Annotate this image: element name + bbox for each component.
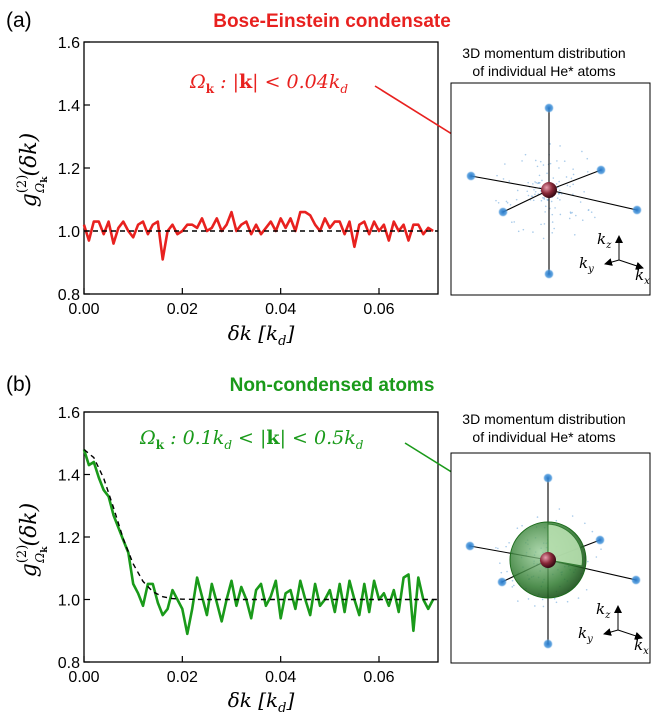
panel-a-scattered-halo-blob (596, 165, 606, 175)
panel-a-data-line (82, 210, 434, 261)
panel-b-label: (b) (6, 373, 32, 396)
panel-b: (b) Non-condensed atoms 0.81.01.21.41.60… (6, 373, 651, 713)
panel-a-xtick-label: 0.02 (167, 301, 198, 318)
panel-b-title: Non-condensed atoms (230, 375, 435, 396)
panel-b-ytick-label: 1.4 (58, 468, 80, 485)
panel-b-triad-label-kz: kz (596, 600, 611, 621)
panel-b-scattered-halo-blob (543, 639, 553, 649)
panel-b-scattered-halo-blob (497, 577, 507, 587)
panel-a-scattered-halo-blob (544, 103, 554, 113)
panel-b-ytick-label: 1.2 (58, 530, 80, 547)
panel-b-ylabel: g(2) Ωk(δk) (15, 503, 50, 577)
panel-b-fit-line (83, 448, 438, 601)
panel-b-ytick-label: 1.0 (58, 593, 80, 610)
panel-a-triad-label-ky: ky (579, 254, 594, 275)
panel-a-ytick-label: 1.6 (58, 35, 80, 52)
panel-a-scattered-halo-blob (544, 269, 554, 279)
panel-a-ytick-label: 1.0 (58, 224, 80, 241)
panel-b-inset: 3D momentum distribution of individual H… (450, 411, 651, 664)
panel-a-scattered-halo-blob (466, 171, 476, 181)
panel-b-data-line (82, 449, 435, 636)
panel-a-scattered-halo-blob (498, 207, 508, 217)
panel-b-xlabel: δk [kd] (228, 688, 295, 713)
panel-b-xtick-label: 0.00 (68, 669, 99, 686)
panel-a-inset-caption-2: of individual He* atoms (472, 63, 615, 79)
panel-b-scattered-halo-blob (631, 575, 641, 585)
panel-a-ylabel: g(2) Ωk(δk) (15, 133, 50, 207)
svg-text:g(2)Ωk(δk): g(2) Ωk(δk) (15, 503, 50, 577)
panel-a-scattered-halo-blob (632, 205, 642, 215)
panel-b-triad-label-kx: kx (634, 636, 649, 657)
panel-a-triad-label-kz: kz (597, 230, 612, 251)
panel-b-triad-label-ky: ky (578, 624, 593, 645)
panel-a-condensate-sphere (541, 182, 557, 198)
panel-b-inset-caption-2: of individual He* atoms (472, 429, 615, 445)
panel-a-xtick-label: 0.00 (68, 301, 99, 318)
panel-b-scattered-halo-blob (595, 535, 605, 545)
panel-a-chart: 0.8 1.0 1.2 1.4 1.6 0.00 0.02 0.04 0.06 (58, 35, 438, 318)
svg-text:g(2)Ωk(δk): g(2) Ωk(δk) (15, 133, 50, 207)
panel-a-title: Bose-Einstein condensate (213, 11, 451, 32)
panel-b-xtick-label: 0.02 (167, 669, 198, 686)
panel-a-xtick-label: 0.04 (265, 301, 296, 318)
panel-a-ytick-label: 1.4 (58, 98, 80, 115)
panel-a-inset: 3D momentum distribution of individual H… (450, 45, 651, 296)
panel-a-xlabel: δk [kd] (228, 321, 295, 349)
panel-a-label: (a) (6, 9, 32, 32)
panel-b-scattered-halo-blob (543, 473, 553, 483)
panel-b-scattered-halo-blob (465, 541, 475, 551)
panel-b-plot-frame (83, 411, 439, 663)
panel-b-annotation: Ωk : 0.1kd < |k| < 0.5kd (139, 427, 364, 452)
panel-a-triad-label-kx: kx (635, 266, 650, 287)
panel-b-xtick-label: 0.04 (265, 669, 296, 686)
panel-b-inset-caption-1: 3D momentum distribution (462, 411, 625, 427)
panel-b-ytick-label: 1.6 (58, 405, 80, 422)
panel-b-ytick-label: 0.8 (58, 655, 80, 672)
panel-a-annotation: Ωk : |k| < 0.04kd (189, 71, 348, 96)
panel-a-ytick-label: 1.2 (58, 161, 80, 178)
panel-a-ytick-label: 0.8 (58, 287, 80, 304)
panel-a-inset-caption-1: 3D momentum distribution (462, 45, 625, 61)
panel-b-condensate-sphere (540, 552, 556, 568)
panel-b-xtick-label: 0.06 (363, 669, 394, 686)
panel-a: (a) Bose-Einstein condensate 0.8 1.0 1.2 1.… (6, 9, 651, 349)
panel-a-xtick-label: 0.06 (363, 301, 394, 318)
panel-b-chart: 0.8 1.0 1.2 1.4 1.6 0.00 0.02 0.04 0.06 (58, 405, 438, 686)
